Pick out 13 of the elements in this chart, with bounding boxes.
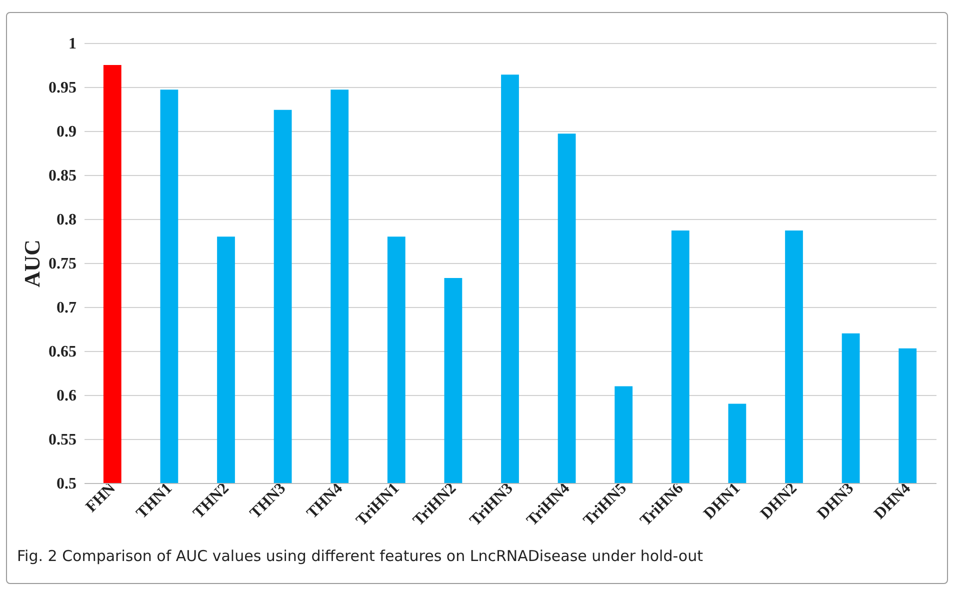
y-tick-label: 0.8 xyxy=(56,212,76,228)
y-axis-title: AUC xyxy=(20,240,44,288)
y-tick-label: 0.75 xyxy=(48,256,76,272)
y-tick-label: 0.65 xyxy=(48,344,76,360)
y-tick-label: 1 xyxy=(68,36,76,52)
y-tick-label: 0.5 xyxy=(56,476,76,492)
y-tick-label: 0.55 xyxy=(48,432,76,448)
y-tick-label: 0.85 xyxy=(48,168,76,184)
y-tick-label: 0.9 xyxy=(56,124,76,140)
y-tick-label: 0.95 xyxy=(48,80,76,96)
y-tick-label: 0.7 xyxy=(56,300,76,316)
caption: Fig. 2 Comparison of AUC values using different features on LncRNADisease under hold-out xyxy=(17,547,703,565)
y-tick-label: 0.6 xyxy=(56,388,76,404)
